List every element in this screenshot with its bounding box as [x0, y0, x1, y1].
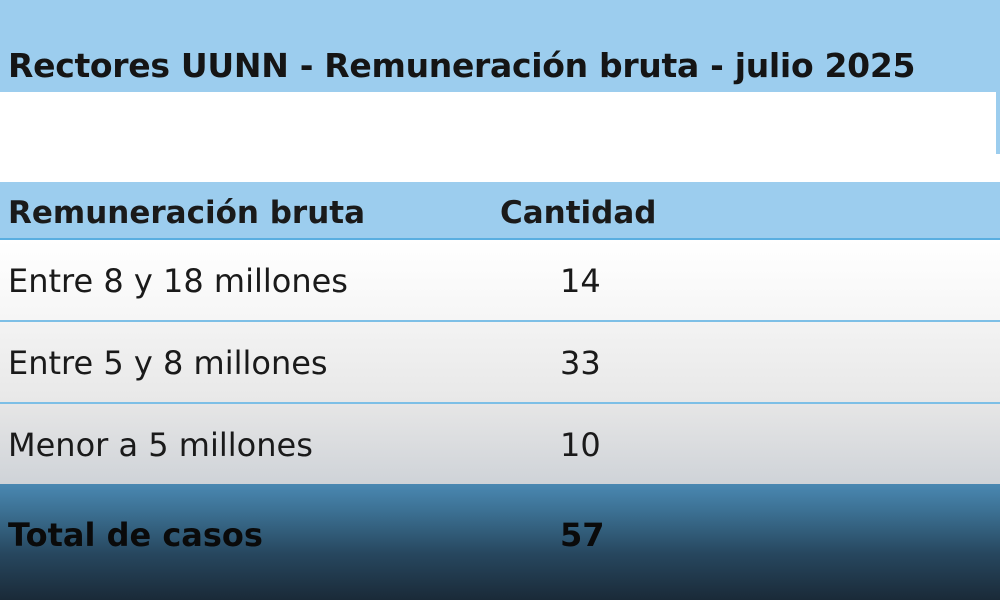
column-header-cantidad: Cantidad [500, 195, 657, 231]
spacer-edge [996, 92, 1000, 154]
row-label: Menor a 5 millones [8, 426, 313, 464]
title-bar: Rectores UUNN - Remuneración bruta - jul… [0, 0, 1000, 92]
table-row: Menor a 5 millones 10 [0, 404, 1000, 484]
row-label: Entre 8 y 18 millones [8, 262, 348, 300]
row-label: Entre 5 y 8 millones [8, 344, 328, 382]
table-row: Entre 5 y 8 millones 33 [0, 322, 1000, 404]
column-header-remuneracion: Remuneración bruta [8, 195, 366, 231]
total-label: Total de casos [8, 516, 263, 554]
row-value: 10 [560, 426, 601, 464]
table-header: Remuneración bruta Cantidad [0, 182, 1000, 240]
table-title: Rectores UUNN - Remuneración bruta - jul… [8, 46, 916, 85]
table-row: Entre 8 y 18 millones 14 [0, 240, 1000, 322]
spacer-row [0, 92, 1000, 182]
row-value: 33 [560, 344, 601, 382]
total-row: Total de casos 57 [0, 484, 1000, 600]
row-value: 14 [560, 262, 601, 300]
total-value: 57 [560, 516, 605, 554]
